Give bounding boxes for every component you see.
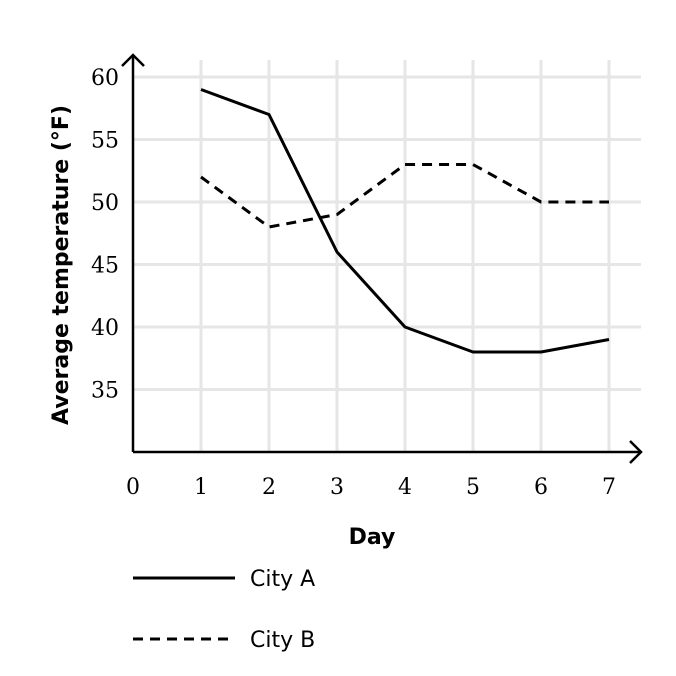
- axes: [121, 53, 643, 464]
- y-tick-label: 40: [91, 316, 119, 341]
- y-tick-label: 55: [91, 129, 119, 154]
- y-tick-label: 60: [91, 66, 119, 91]
- legend: City A City B: [133, 567, 315, 653]
- x-axis-title: Day: [349, 525, 396, 550]
- x-tick-label: 7: [602, 475, 616, 500]
- y-tick-label: 35: [91, 379, 119, 404]
- x-tick-label: 4: [398, 475, 412, 500]
- x-tick-label: 2: [262, 475, 276, 500]
- x-tick-label: 0: [126, 475, 140, 500]
- x-tick-label: 1: [194, 475, 208, 500]
- y-tick-label: 45: [91, 254, 119, 279]
- legend-label-city-a: City A: [250, 567, 315, 592]
- x-axis-arrow: [629, 440, 643, 464]
- y-axis-arrow: [121, 53, 145, 67]
- y-tick-label: 50: [91, 191, 119, 216]
- x-tick-label: 5: [466, 475, 480, 500]
- y-axis-title: Average temperature (°F): [49, 105, 74, 425]
- legend-label-city-b: City B: [250, 628, 315, 653]
- series-line-city-b: [200, 163, 609, 229]
- series-line-city-a: [200, 88, 610, 354]
- x-tick-label: 6: [534, 475, 548, 500]
- x-tick-label: 3: [330, 475, 344, 500]
- series-lines: [200, 88, 610, 354]
- grid: [133, 60, 641, 452]
